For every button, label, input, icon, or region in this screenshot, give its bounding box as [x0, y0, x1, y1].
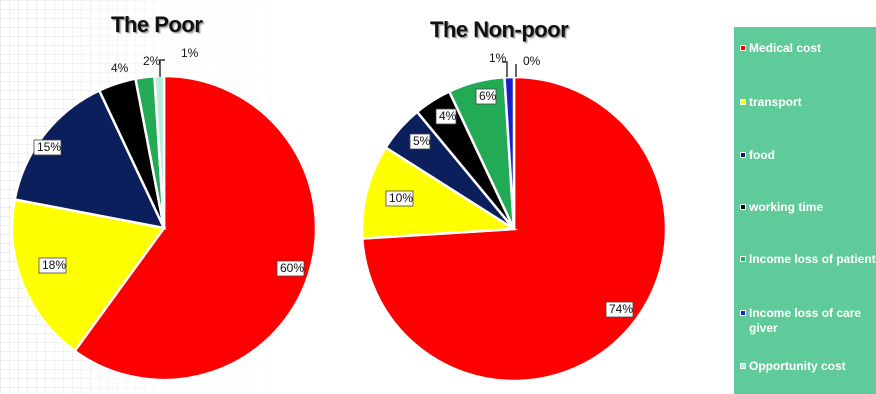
pie-nonpoor-label-box-medical-cost — [605, 301, 634, 318]
pie-nonpoor-label-food: 5% — [413, 134, 431, 148]
pie-nonpoor-slice-income-loss-of-care-giver — [503, 75, 516, 230]
legend-label-food: food — [749, 148, 775, 162]
pie-nonpoor-label-box-transport — [385, 190, 414, 207]
legend-label-opportunity-cost: Opportunity cost — [749, 359, 846, 373]
legend-label-income-loss-care-giver: Income loss of care giver — [749, 306, 862, 335]
pie-nonpoor-label-income-loss-of-care-giver: 1% — [489, 51, 507, 65]
legend-swatch-income-loss-care-giver — [740, 310, 746, 316]
pie-poor-label-transport: 18% — [42, 258, 66, 272]
legend-label-working-time: working time — [749, 200, 824, 214]
pie-nonpoor-leader-income-loss-of-care-giver — [502, 61, 508, 77]
pie-poor-label-box-food — [33, 139, 62, 156]
pie-poor-label-income-loss-of-patient: 2% — [143, 54, 161, 68]
legend-swatch-income-loss-patient — [740, 256, 746, 262]
legend-swatch-working-time — [740, 204, 746, 210]
legend-swatch-transport — [740, 99, 746, 105]
chart-title-poor: The Poor — [111, 12, 203, 37]
legend-label-income-loss-patient: Income loss of patient — [749, 252, 876, 266]
legend: Medical cost transport food working time… — [734, 27, 876, 394]
pie-nonpoor-label-opportunity-cost: 0% — [523, 54, 541, 68]
pie-nonpoor-label-box-working-time — [435, 108, 457, 125]
pie-nonpoor-label-income-loss-of-patient: 6% — [479, 89, 497, 103]
pie-poor-label-medical-cost: 60% — [280, 261, 304, 275]
pie-poor-slice-transport — [10, 198, 167, 353]
pie-poor-label-food: 15% — [37, 140, 61, 154]
pie-poor-slice-opportunity-cost — [153, 74, 166, 229]
pie-poor-slice-food — [13, 88, 167, 230]
pie-nonpoor-label-medical-cost: 74% — [609, 302, 633, 316]
pie-nonpoor: 74% 10% 5% 4% 6% 1% 0% — [360, 51, 668, 383]
pie-poor: 60% 18% 15% 4% 2% 1% — [10, 46, 318, 382]
pie-poor-label-box-transport — [38, 257, 67, 274]
pie-poor-leader-opportunity-cost — [159, 59, 165, 77]
legend-swatch-medical-cost — [740, 45, 746, 51]
pie-poor-label-box-medical-cost — [276, 260, 305, 277]
chart-title-nonpoor: The Non-poor — [430, 17, 569, 42]
pie-nonpoor-label-working-time: 4% — [439, 109, 457, 123]
pie-nonpoor-label-box-food — [409, 133, 431, 150]
legend-label-medical-cost: Medical cost — [749, 41, 822, 55]
pie-nonpoor-slice-transport — [360, 145, 518, 240]
pie-nonpoor-label-box-income-loss-of-patient — [475, 88, 497, 105]
legend-label-transport: transport — [749, 95, 802, 109]
legend-swatch-opportunity-cost — [740, 363, 746, 369]
pie-poor-label-opportunity-cost: 1% — [181, 46, 199, 60]
pie-nonpoor-label-transport: 10% — [389, 191, 413, 205]
pie-poor-slice-medical-cost — [72, 74, 318, 382]
pie-poor-label-working-time: 4% — [111, 61, 129, 75]
legend-swatch-food — [740, 152, 746, 158]
